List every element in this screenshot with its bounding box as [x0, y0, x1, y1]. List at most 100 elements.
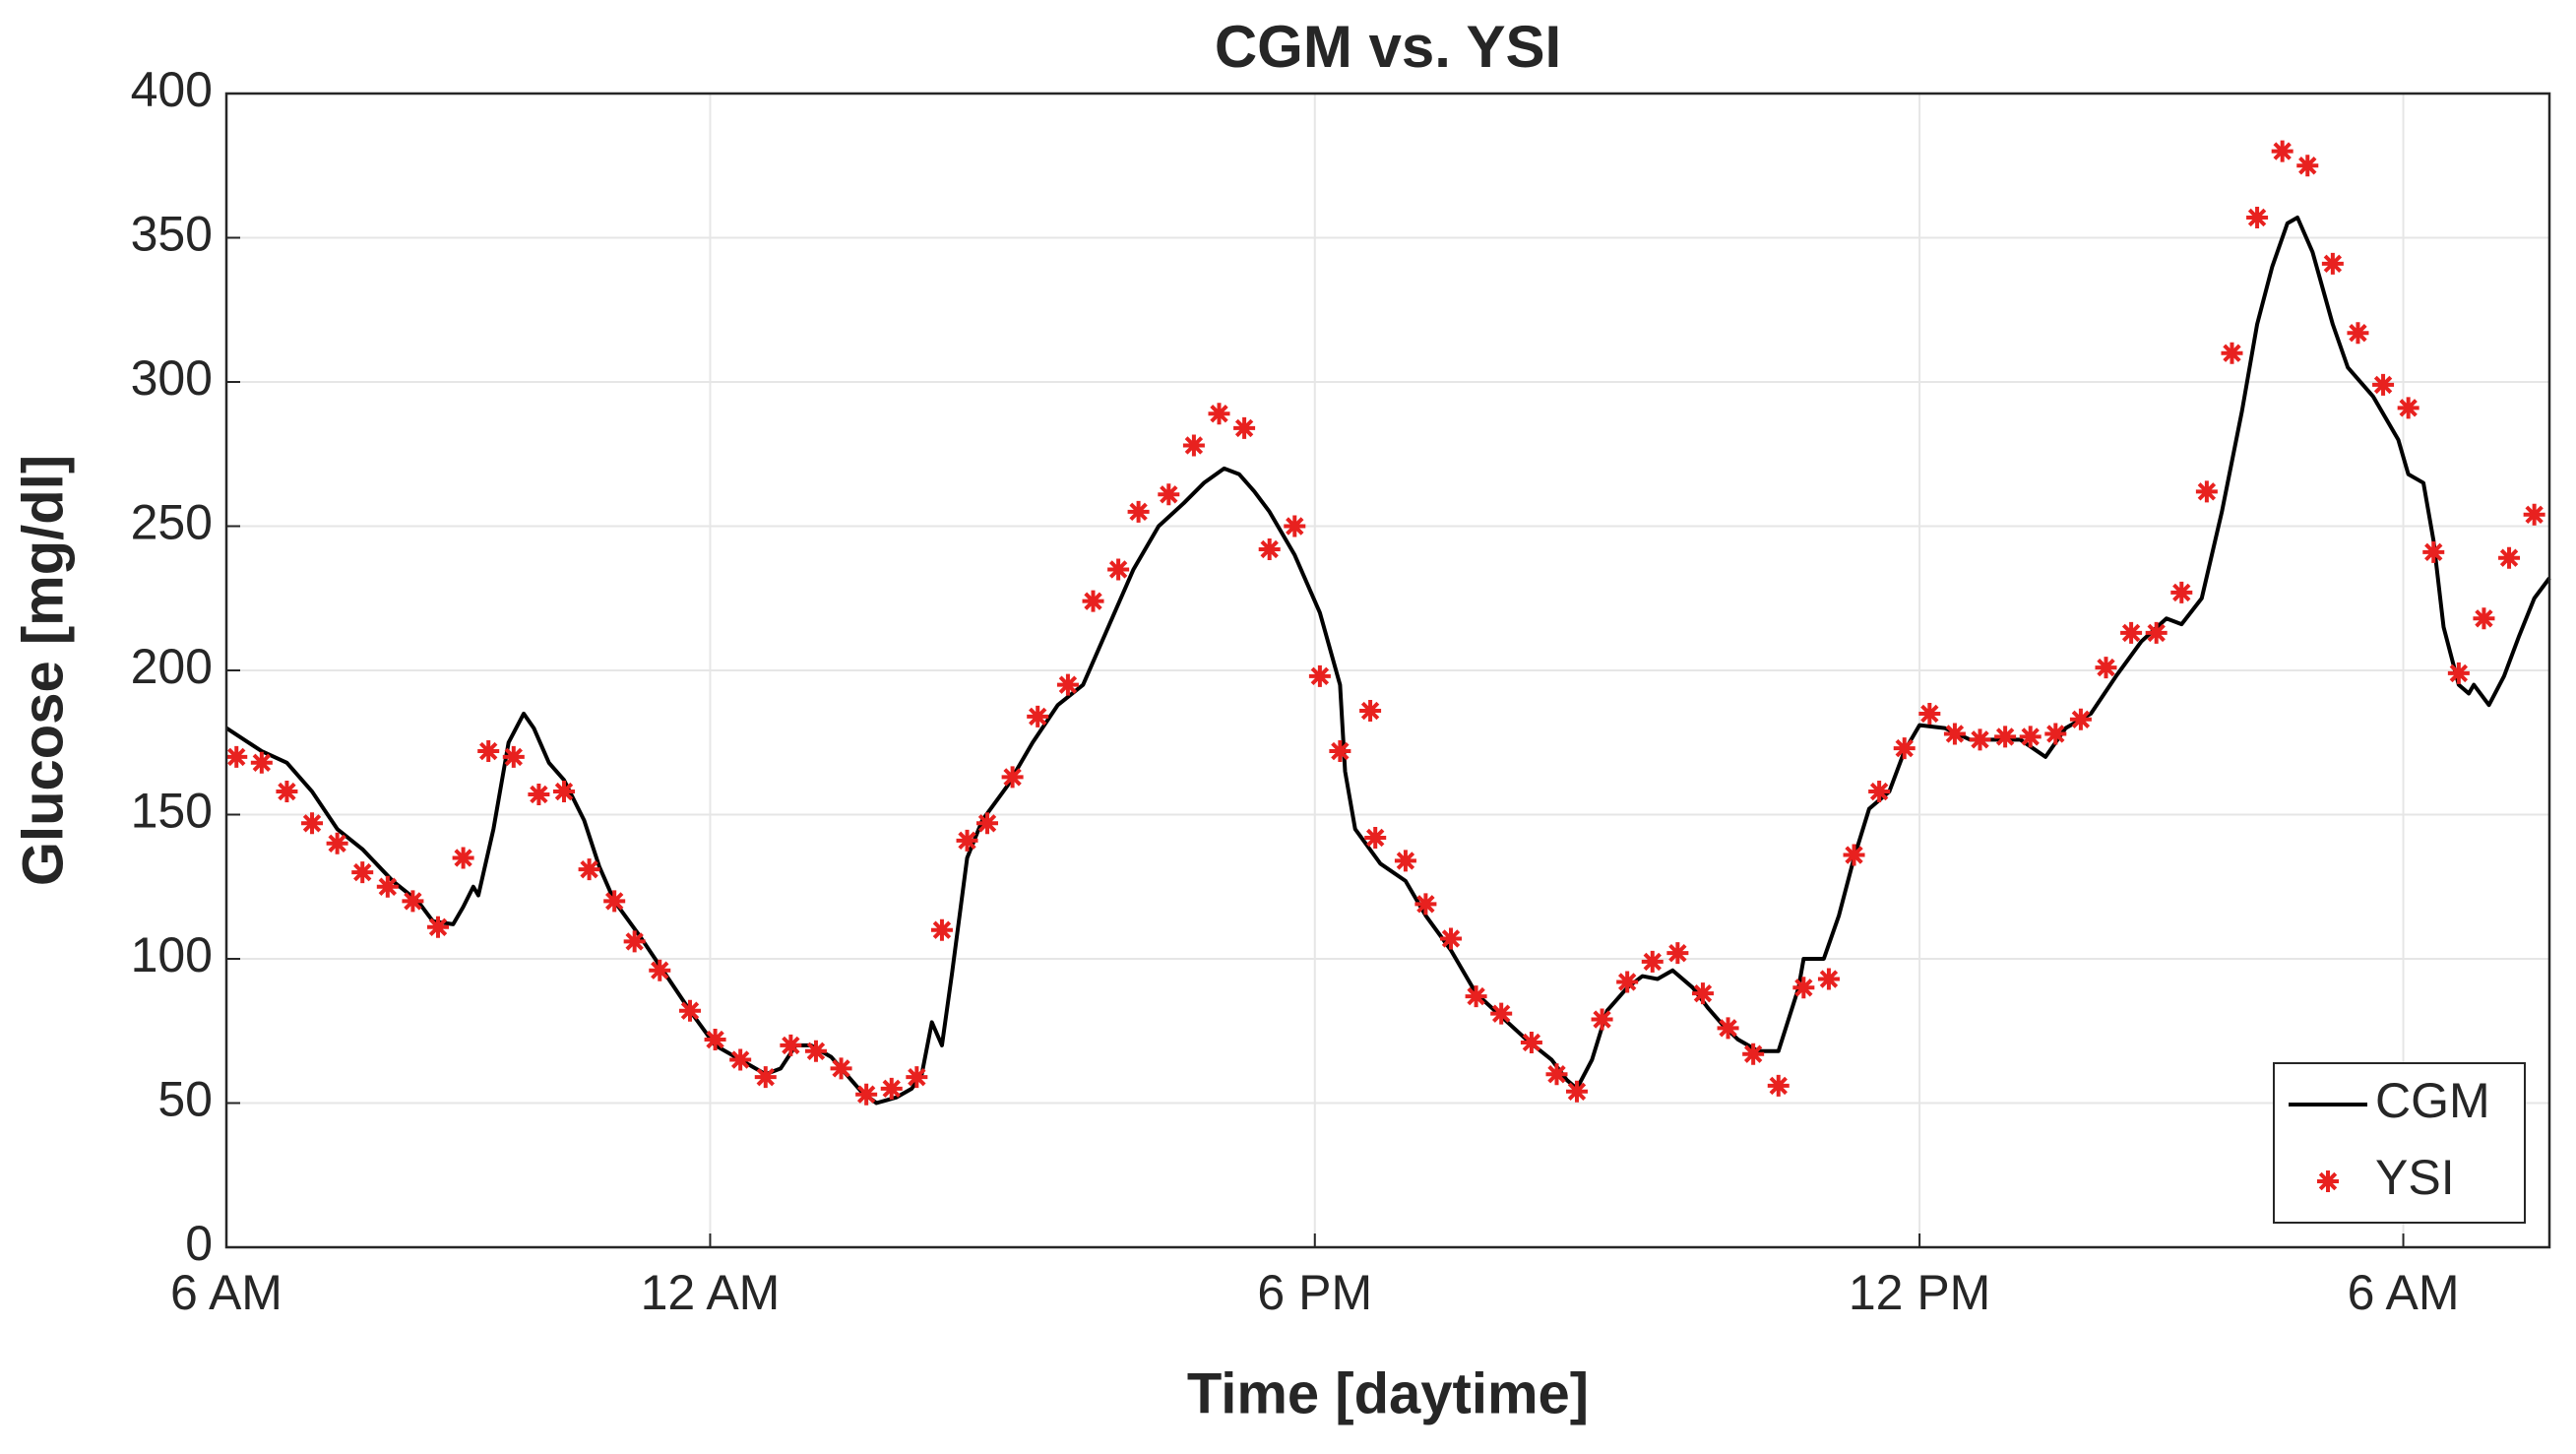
x-tick-label: 6 AM	[2348, 1265, 2460, 1320]
scatter-point	[1616, 971, 1639, 993]
plot-frame	[224, 92, 2551, 1249]
scatter-point	[2246, 206, 2269, 228]
scatter-point	[2296, 155, 2319, 177]
scatter-point	[1329, 740, 1351, 763]
scatter-point	[2069, 708, 2092, 730]
scatter-point	[678, 999, 701, 1022]
scatter-point	[2523, 503, 2545, 526]
y-tick-label: 100	[131, 927, 213, 982]
scatter-point	[2321, 252, 2344, 275]
scatter-point	[528, 783, 550, 805]
scatter-point	[250, 751, 273, 774]
scatter-point	[1666, 942, 1689, 965]
scatter-point	[351, 861, 374, 884]
scatter-point	[930, 918, 953, 941]
scatter-point	[1545, 1063, 1568, 1086]
x-tick-label: 6 PM	[1257, 1265, 1372, 1320]
scatter-point	[1792, 977, 1815, 999]
x-tick-label: 6 AM	[170, 1265, 283, 1320]
scatter-point	[729, 1048, 752, 1071]
scatter-point	[1107, 558, 1130, 581]
x-tick-label: 12 AM	[641, 1265, 781, 1320]
y-tick-label: 250	[131, 495, 213, 550]
legend-marker	[2317, 1170, 2339, 1192]
scatter-point	[780, 1034, 802, 1056]
scatter-point	[2095, 657, 2117, 679]
scatter-point	[2145, 621, 2168, 644]
scatter-point	[2019, 726, 2042, 748]
scatter-point	[956, 829, 978, 852]
y-tick-label: 0	[185, 1216, 213, 1271]
scatter-point	[2372, 373, 2395, 396]
scatter-point	[1027, 705, 1049, 727]
scatter-point	[2347, 322, 2369, 345]
scatter-point	[1868, 781, 1891, 803]
legend-label: CGM	[2375, 1073, 2490, 1128]
scatter-point	[1943, 723, 1966, 745]
scatter-point	[376, 875, 399, 898]
scatter-point	[326, 832, 348, 854]
scatter-point	[1490, 1002, 1513, 1025]
scatter-point	[1767, 1074, 1790, 1097]
scatter-point	[1414, 893, 1437, 916]
scatter-point	[2195, 480, 2218, 503]
scatter-point	[880, 1077, 903, 1100]
scatter-point	[502, 745, 525, 768]
scatter-point	[1127, 500, 1150, 523]
y-tick-label: 150	[131, 784, 213, 839]
scatter-point	[2170, 581, 2193, 603]
scatter-point	[1208, 403, 1230, 425]
scatter-point	[1520, 1031, 1542, 1053]
scatter-point	[1969, 728, 1991, 751]
scatter-point	[2271, 140, 2293, 162]
scatter-point	[552, 781, 575, 803]
scatter-point	[1717, 1017, 1739, 1040]
scatter-point	[1843, 844, 1865, 866]
scatter-point	[427, 916, 450, 938]
scatter-point	[1918, 702, 1941, 725]
scatter-point	[1565, 1080, 1588, 1103]
scatter-point	[1439, 927, 1462, 950]
scatter-point	[804, 1040, 827, 1062]
scatter-point	[1394, 850, 1416, 872]
scatter-point	[301, 812, 324, 835]
scatter-point	[2473, 607, 2495, 630]
scatter-point	[649, 959, 671, 981]
scatter-point	[225, 745, 248, 768]
x-tick-label: 12 PM	[1849, 1265, 1991, 1320]
scatter-point	[477, 740, 500, 763]
scatter-point	[452, 847, 474, 869]
scatter-point	[830, 1057, 852, 1080]
scatter-point	[402, 890, 424, 913]
y-tick-label: 400	[131, 62, 213, 117]
scatter-point	[1465, 985, 1487, 1008]
scatter-point	[906, 1066, 928, 1089]
scatter-point	[1817, 968, 1840, 990]
scatter-point	[578, 858, 600, 881]
scatter-point	[1001, 766, 1024, 789]
legend-box	[2273, 1062, 2526, 1224]
scatter-point	[1691, 982, 1714, 1005]
scatter-point	[1233, 416, 1256, 439]
scatter-point	[754, 1066, 777, 1089]
scatter-point	[2447, 662, 2470, 684]
scatter-point	[2120, 621, 2143, 644]
scatter-point	[1641, 950, 1664, 973]
scatter-point	[1591, 1008, 1613, 1031]
scatter-point	[1994, 726, 2017, 748]
scatter-point	[2397, 397, 2419, 419]
scatter-point	[1308, 664, 1331, 687]
scatter-point	[1056, 673, 1079, 696]
y-tick-label: 50	[157, 1072, 213, 1127]
scatter-point	[855, 1083, 878, 1106]
scatter-point	[623, 930, 646, 953]
scatter-point	[2422, 540, 2445, 563]
scatter-point	[1284, 515, 1306, 537]
y-tick-label: 300	[131, 350, 213, 406]
scatter-point	[1742, 1043, 1765, 1065]
scatter-point	[2044, 723, 2067, 745]
scatter-point	[1359, 700, 1382, 723]
y-axis-label: Glucose [mg/dl]	[11, 455, 75, 886]
